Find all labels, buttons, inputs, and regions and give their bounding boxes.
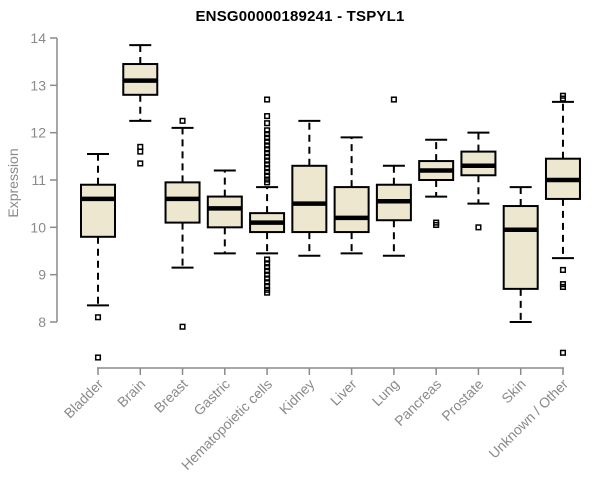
y-tick-label: 9 bbox=[38, 267, 46, 283]
outlier-point bbox=[137, 143, 144, 150]
outlier-point bbox=[433, 221, 440, 229]
outlier-point bbox=[264, 131, 271, 138]
outlier-point bbox=[264, 282, 271, 290]
x-tick-label: Bladder bbox=[61, 376, 107, 422]
x-tick-label: Lung bbox=[369, 376, 402, 409]
outlier-point bbox=[264, 153, 271, 160]
x-tick-label: Pancreas bbox=[391, 376, 444, 429]
box-breast bbox=[164, 117, 201, 330]
box-unknown-other bbox=[544, 92, 581, 356]
outlier-point bbox=[264, 168, 271, 176]
box-skin bbox=[502, 186, 539, 323]
y-tick-label: 11 bbox=[31, 172, 46, 188]
outlier-point bbox=[179, 117, 186, 124]
iqr-box bbox=[80, 183, 116, 238]
x-tick-label: Brain bbox=[114, 376, 148, 410]
y-tick-label: 8 bbox=[38, 314, 46, 330]
y-tick-label: 13 bbox=[30, 77, 46, 93]
outlier-point bbox=[264, 138, 271, 145]
outlier-point bbox=[137, 160, 144, 167]
x-tick-label: Liver bbox=[327, 376, 360, 409]
iqr-box bbox=[206, 195, 243, 229]
outlier-point bbox=[264, 279, 271, 286]
outlier-point bbox=[264, 179, 271, 186]
outlier-point bbox=[559, 283, 567, 291]
x-tick-label: Skin bbox=[498, 376, 529, 407]
x-tick-label: Breast bbox=[151, 376, 191, 416]
outlier-point bbox=[264, 172, 271, 179]
outlier-point bbox=[264, 256, 271, 263]
outlier-point bbox=[264, 146, 271, 153]
outlier-point bbox=[264, 289, 271, 296]
outlier-point bbox=[264, 134, 271, 141]
outlier-point bbox=[264, 120, 271, 127]
y-tick-label: 10 bbox=[30, 219, 46, 235]
y-tick-label: 14 bbox=[30, 30, 46, 46]
iqr-box bbox=[460, 150, 497, 177]
chart-title: ENSG00000189241 - TSPYL1 bbox=[195, 8, 405, 25]
x-tick-label: Unknown / Other bbox=[485, 376, 571, 462]
outlier-point bbox=[264, 113, 271, 120]
y-tick-label: 12 bbox=[30, 125, 46, 141]
outlier-point bbox=[475, 224, 482, 231]
outlier-point bbox=[559, 95, 567, 102]
outlier-point bbox=[264, 161, 271, 168]
outlier-point bbox=[264, 267, 271, 274]
iqr-box bbox=[502, 205, 539, 290]
outlier-point bbox=[179, 323, 186, 330]
outlier-point bbox=[264, 165, 271, 172]
outlier-point bbox=[137, 148, 144, 155]
x-tick-label: Prostate bbox=[438, 376, 486, 424]
x-axis bbox=[97, 367, 564, 375]
box-kidney bbox=[291, 119, 328, 257]
outlier-point bbox=[94, 314, 102, 321]
outlier-point bbox=[264, 142, 271, 149]
outlier-point bbox=[264, 264, 271, 271]
outlier-point bbox=[264, 275, 271, 282]
box-prostate bbox=[460, 131, 497, 231]
outlier-point bbox=[264, 149, 271, 157]
x-tick-label: Kidney bbox=[276, 376, 318, 418]
outlier-point bbox=[559, 349, 567, 356]
box-hematopoietic-cells bbox=[249, 96, 286, 296]
box-liver bbox=[333, 136, 370, 255]
outlier-point bbox=[390, 96, 397, 103]
box-pancreas bbox=[418, 138, 455, 229]
outlier-point bbox=[264, 127, 271, 134]
box-gastric bbox=[206, 169, 243, 255]
iqr-box bbox=[291, 164, 328, 234]
iqr-box bbox=[164, 181, 201, 224]
y-axis bbox=[50, 37, 58, 323]
outlier-point bbox=[94, 354, 102, 361]
outlier-point bbox=[559, 266, 567, 273]
outlier-point bbox=[264, 96, 271, 103]
outlier-point bbox=[264, 260, 271, 267]
box-brain bbox=[122, 44, 159, 167]
box-lung bbox=[375, 96, 412, 257]
box-bladder bbox=[80, 152, 116, 361]
outlier-point bbox=[264, 271, 271, 278]
outlier-point bbox=[264, 157, 271, 164]
iqr-box bbox=[333, 186, 370, 234]
